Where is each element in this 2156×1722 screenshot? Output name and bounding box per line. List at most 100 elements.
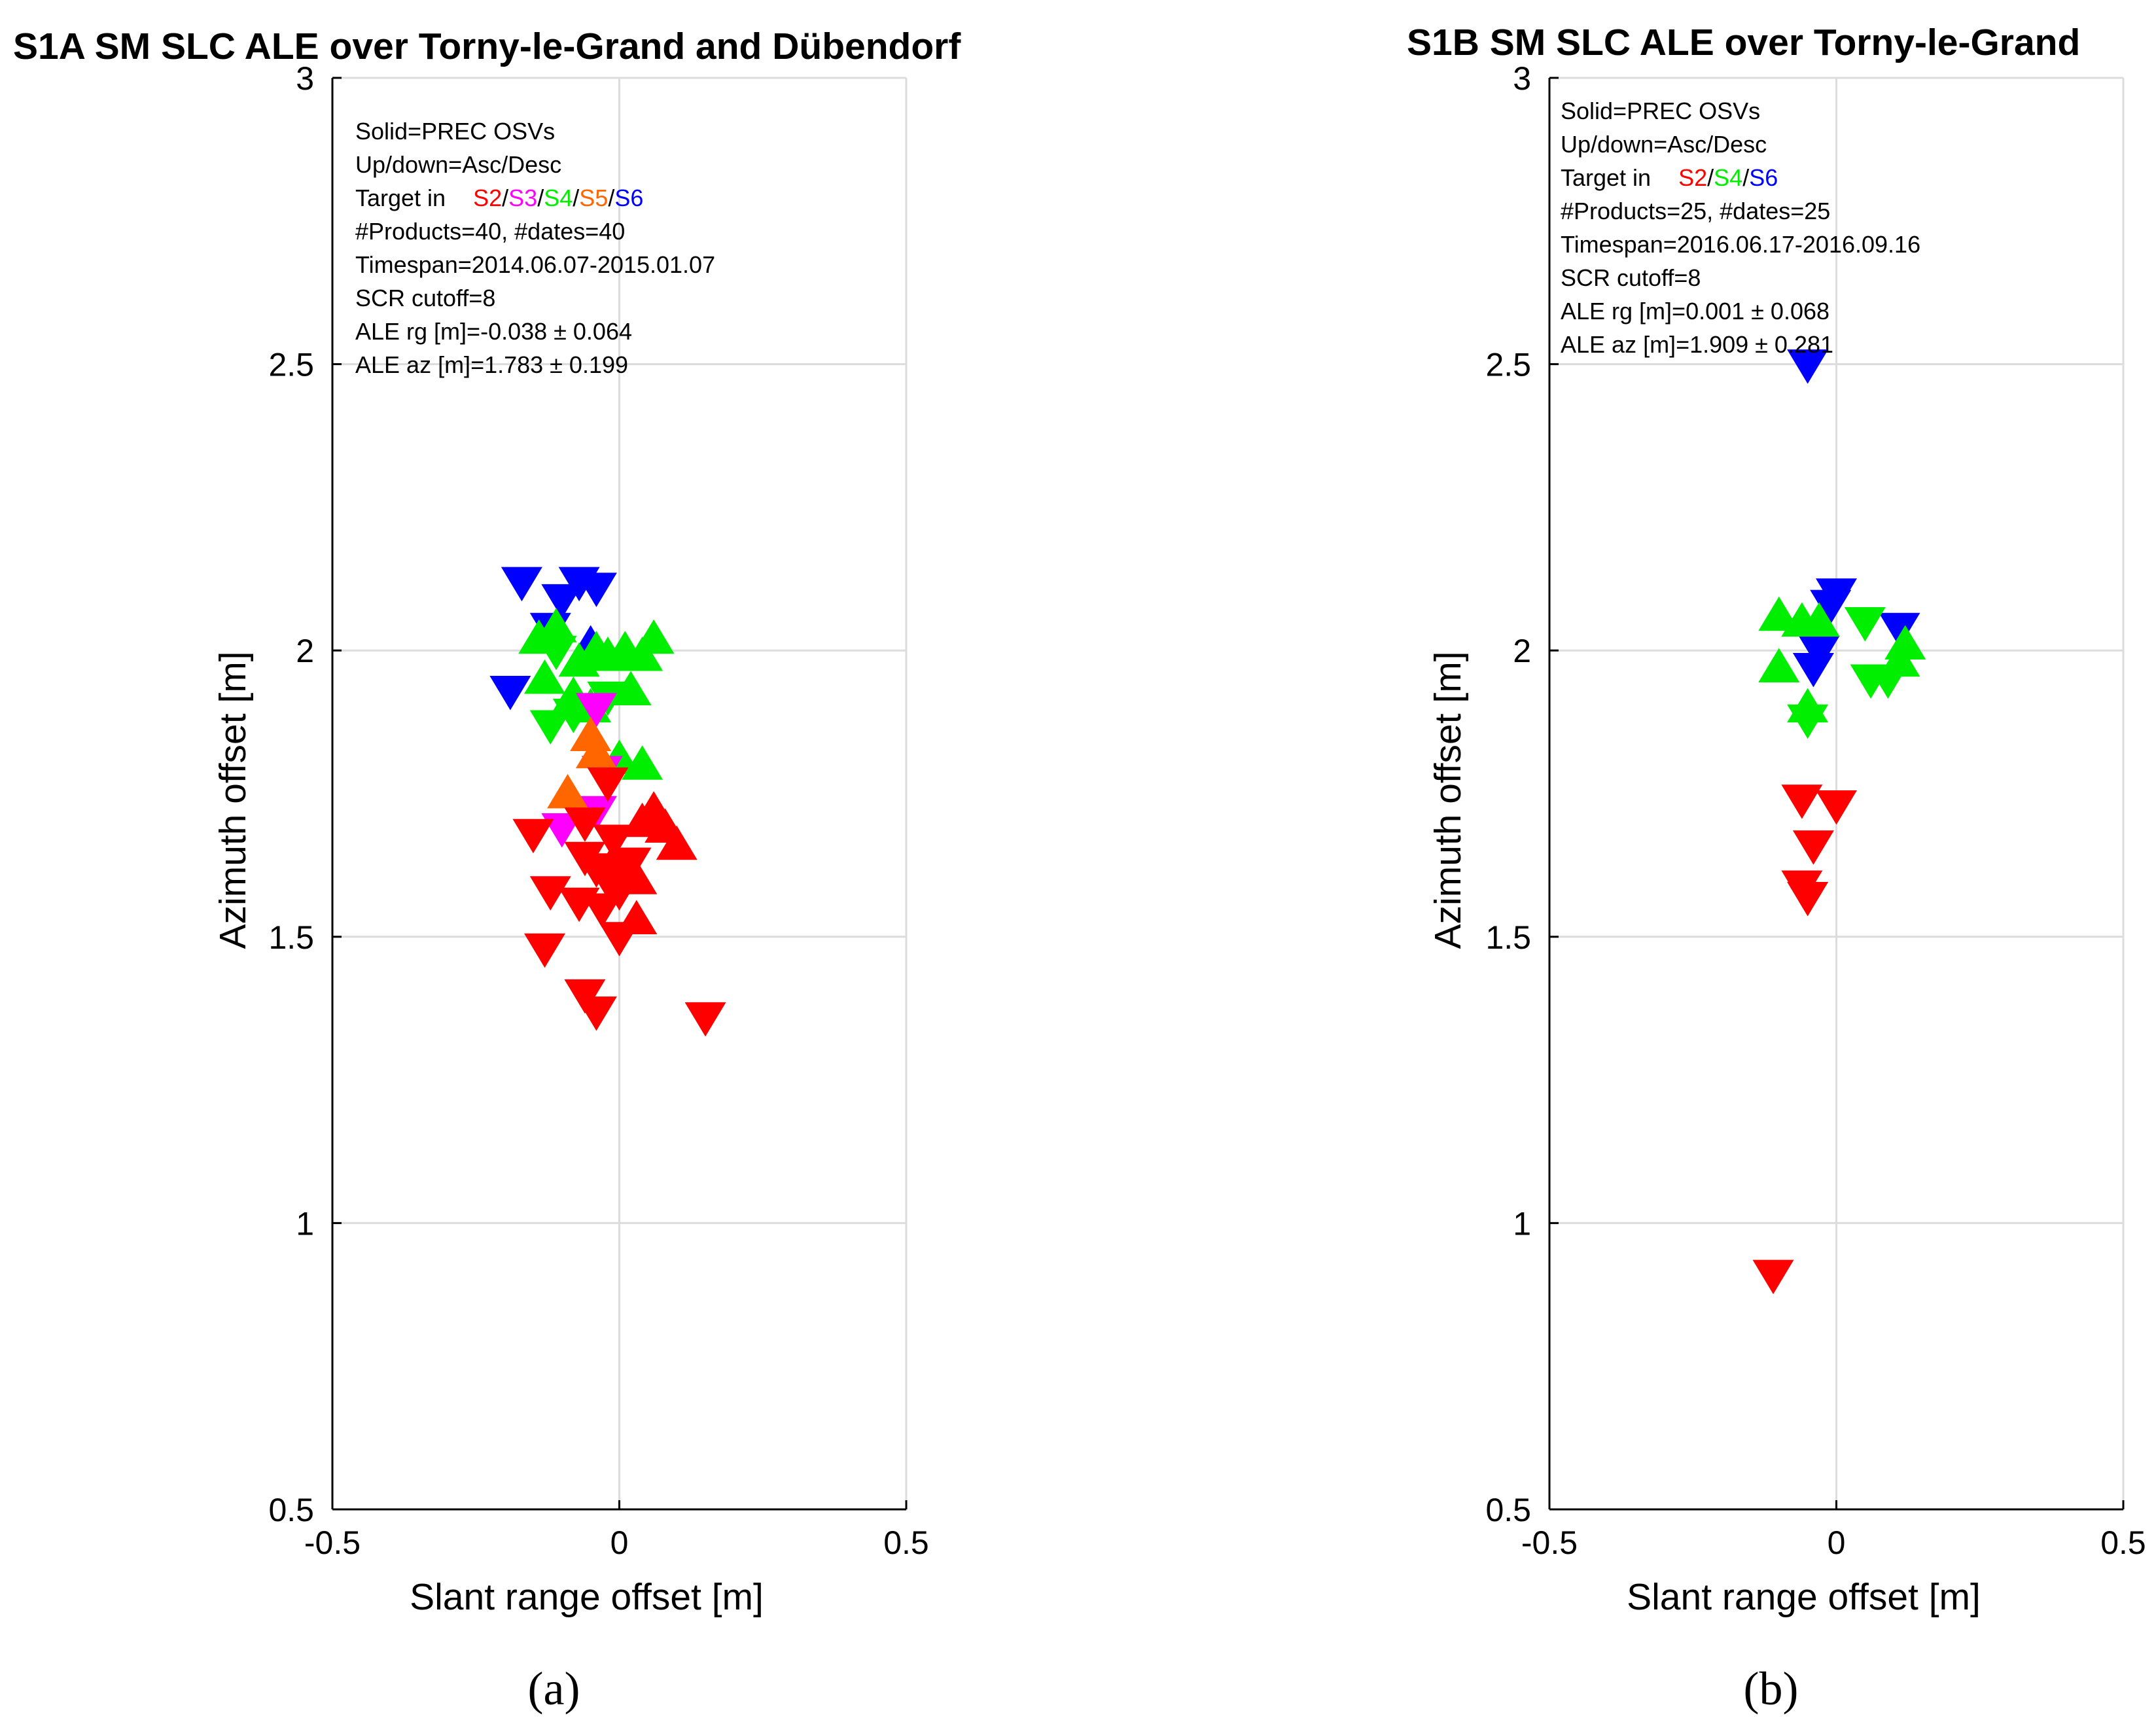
chart-title: S1A SM SLC ALE over Torny-le-Grand and D… — [13, 26, 961, 67]
marker-s2-asc — [656, 825, 698, 860]
marker-s4-asc — [1798, 602, 1840, 637]
marker-s2-desc — [599, 922, 640, 957]
marker-s4-asc — [535, 608, 577, 642]
annotation-separator: / — [608, 184, 614, 211]
marker-s2-desc — [564, 807, 606, 842]
marker-s4-asc — [523, 659, 565, 694]
y-tick-label: 1 — [296, 1205, 314, 1242]
y-tick-label: 0.5 — [1485, 1492, 1531, 1528]
marker-s2-desc — [529, 876, 571, 911]
x-tick-label: -0.5 — [1521, 1524, 1578, 1561]
marker-s2-desc — [593, 824, 635, 860]
marker-s2-desc — [1792, 830, 1834, 865]
annotation-target-s2: S2 — [473, 184, 502, 211]
annotation-target-s3: S3 — [508, 184, 537, 211]
annotation-line: #Products=25, #dates=25 — [1561, 198, 1830, 224]
annotation-line: ALE rg [m]=0.001 ± 0.068 — [1561, 298, 1829, 325]
panel-label: (b) — [1744, 1662, 1799, 1715]
marker-s6-desc — [1792, 652, 1834, 688]
annotation-separator: / — [537, 184, 544, 211]
annotation-line: Up/down=Asc/Desc — [355, 151, 561, 178]
marker-s4-asc — [622, 636, 663, 671]
marker-s3-desc — [575, 693, 617, 728]
marker-s6-desc — [489, 675, 531, 711]
annotation-targets: Target in S2/S4/S6 — [1561, 164, 1778, 191]
marker-s6-desc — [1787, 349, 1829, 384]
marker-s6-desc — [1879, 612, 1920, 648]
marker-s6-desc — [541, 584, 583, 619]
annotation-line: ALE az [m]=1.909 ± 0.281 — [1561, 331, 1833, 358]
marker-s2-desc — [512, 818, 554, 854]
y-axis-label: Azimuth offset [m] — [212, 651, 254, 949]
annotation-line: Solid=PREC OSVs — [355, 118, 555, 145]
y-tick-label: 2.5 — [1485, 347, 1531, 383]
marker-s4-desc — [1844, 606, 1886, 642]
marker-s4-desc — [535, 635, 577, 671]
annotation-separator: / — [1707, 164, 1714, 191]
marker-s2-desc — [684, 1002, 726, 1037]
annotation-separator: / — [573, 184, 579, 211]
annotation-separator: / — [502, 184, 508, 211]
marker-s4-desc — [1787, 704, 1829, 739]
marker-s4-asc — [1879, 642, 1920, 677]
marker-s2-desc — [1787, 882, 1829, 917]
y-tick-label: 3 — [1513, 60, 1531, 97]
annotation-target-prefix: Target in — [1561, 164, 1651, 191]
marker-s2-desc — [1752, 1259, 1794, 1295]
x-tick-label: 0.5 — [2100, 1524, 2146, 1561]
x-tick-label: -0.5 — [304, 1524, 361, 1561]
annotation-line: SCR cutoff=8 — [1561, 264, 1701, 291]
annotation-line: Up/down=Asc/Desc — [1561, 131, 1767, 158]
annotation-target-s2: S2 — [1678, 164, 1707, 191]
chart-title: S1B SM SLC ALE over Torny-le-Grand — [1407, 22, 2080, 63]
annotation-line: #Products=40, #dates=40 — [355, 218, 625, 245]
marker-s6-desc — [501, 567, 542, 602]
x-tick-label: 0.5 — [883, 1524, 929, 1561]
marker-s2-asc — [616, 860, 658, 894]
annotation-line: Timespan=2016.06.17-2016.09.16 — [1561, 231, 1920, 258]
y-tick-label: 0.5 — [268, 1492, 314, 1528]
x-axis-label: Slant range offset [m] — [410, 1576, 764, 1618]
annotation-line: Timespan=2014.06.07-2015.01.07 — [355, 251, 715, 278]
marker-s6-desc — [1810, 589, 1852, 625]
y-tick-label: 3 — [296, 60, 314, 97]
marker-s4-asc — [1758, 648, 1800, 682]
marker-s2-desc — [581, 893, 623, 928]
marker-s2-desc — [575, 996, 617, 1031]
marker-s5-asc — [575, 733, 617, 769]
panel-label: (a) — [528, 1662, 580, 1715]
marker-s2-desc — [587, 767, 629, 802]
x-tick-label: 0 — [1828, 1524, 1846, 1561]
marker-s6-desc — [575, 572, 617, 607]
annotation-target-s4: S4 — [1714, 164, 1742, 191]
y-tick-label: 2 — [1513, 633, 1531, 669]
marker-s2-desc — [523, 933, 565, 968]
marker-s2-desc — [564, 979, 606, 1014]
marker-s5-asc — [547, 774, 589, 809]
y-tick-label: 1.5 — [1485, 919, 1531, 956]
annotation-line: ALE rg [m]=-0.038 ± 0.064 — [355, 318, 632, 345]
marker-s4-asc — [1884, 625, 1926, 659]
annotation-line: Solid=PREC OSVs — [1561, 97, 1760, 124]
marker-s4-desc — [552, 698, 594, 733]
x-axis-label: Slant range offset [m] — [1627, 1576, 1981, 1618]
annotation-target-s4: S4 — [544, 184, 573, 211]
annotation-target-s6: S6 — [1749, 164, 1778, 191]
annotation-line: ALE az [m]=1.783 ± 0.199 — [355, 351, 628, 378]
annotation-separator: / — [1742, 164, 1749, 191]
x-tick-label: 0 — [610, 1524, 629, 1561]
y-tick-label: 1.5 — [268, 919, 314, 956]
marker-s4-asc — [610, 671, 652, 705]
annotation-target-s5: S5 — [579, 184, 608, 211]
marker-s2-desc — [1816, 790, 1857, 825]
annotation-target-s6: S6 — [614, 184, 643, 211]
marker-s2-desc — [1781, 784, 1823, 819]
y-axis-label: Azimuth offset [m] — [1427, 651, 1469, 949]
marker-s4-asc — [1758, 596, 1800, 631]
annotation-targets: Target in S2/S3/S4/S5/S6 — [355, 184, 643, 211]
y-tick-label: 2 — [296, 633, 314, 669]
marker-s4-asc — [633, 619, 675, 654]
